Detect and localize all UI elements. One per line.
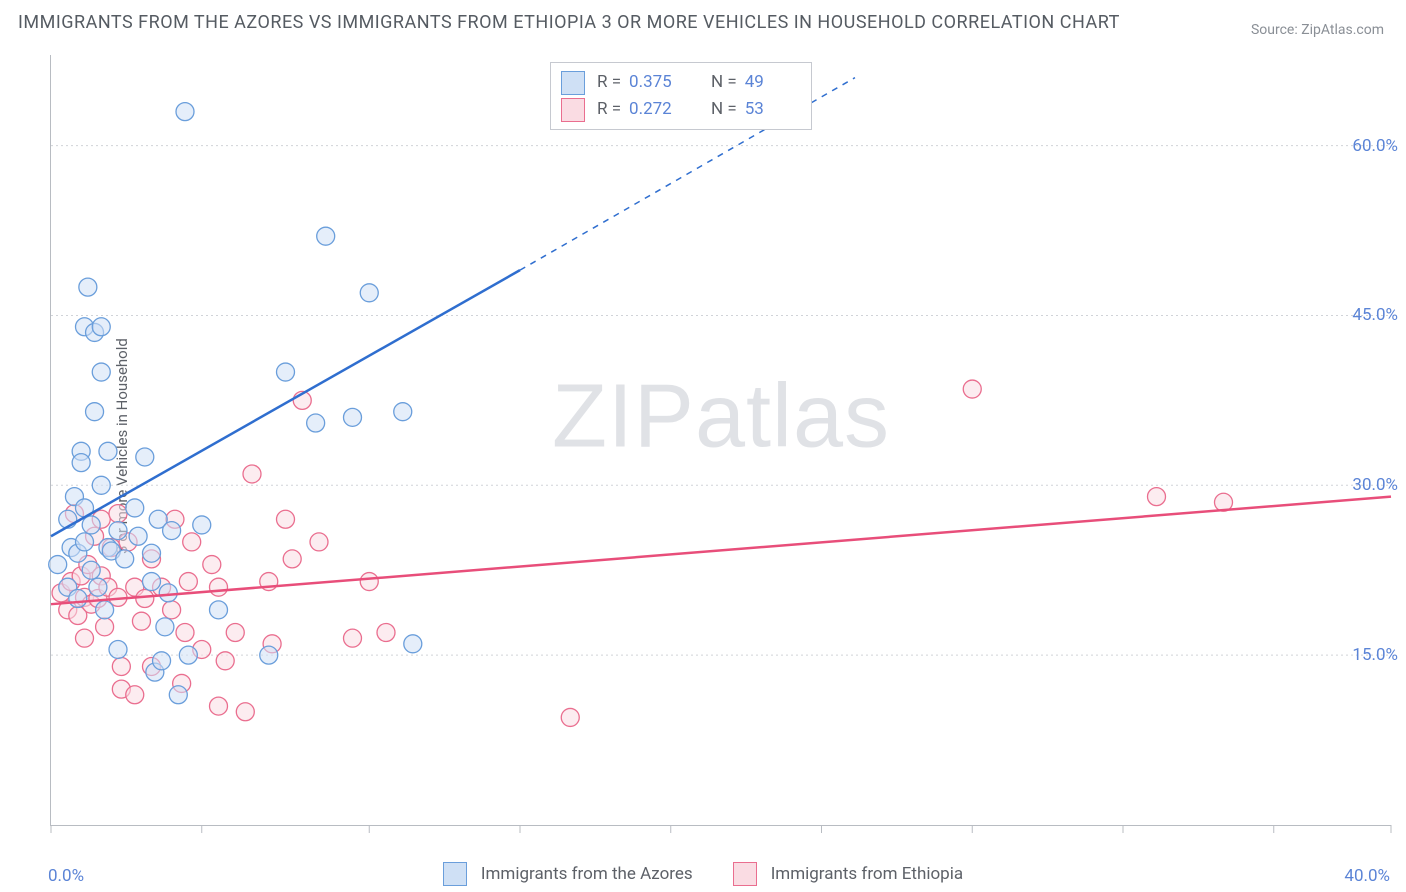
swatch-ethiopia bbox=[561, 98, 585, 122]
legend-label-azores: Immigrants from the Azores bbox=[481, 864, 693, 884]
legend-item-azores: Immigrants from the Azores bbox=[443, 862, 693, 886]
legend-stats: R = 0.375 N = 49 R = 0.272 N = 53 bbox=[550, 62, 812, 130]
n-value-ethiopia: 53 bbox=[745, 96, 799, 123]
chart-svg bbox=[51, 55, 1391, 825]
swatch-azores bbox=[561, 71, 585, 95]
x-tick-start: 0.0% bbox=[48, 866, 84, 886]
swatch-ethiopia bbox=[733, 862, 757, 886]
plot-area: ZIPatlas bbox=[50, 55, 1391, 826]
source-label: Source: ZipAtlas.com bbox=[1251, 22, 1384, 38]
chart-title: IMMIGRANTS FROM THE AZORES VS IMMIGRANTS… bbox=[18, 12, 1120, 33]
x-tick-end: 40.0% bbox=[1344, 866, 1390, 886]
r-label: R = bbox=[597, 96, 621, 123]
legend-label-ethiopia: Immigrants from Ethiopia bbox=[771, 864, 963, 884]
y-tick-label: 60.0% bbox=[1352, 136, 1398, 156]
legend-series: Immigrants from the Azores Immigrants fr… bbox=[0, 862, 1406, 886]
y-tick-label: 30.0% bbox=[1352, 475, 1398, 495]
n-value-azores: 49 bbox=[745, 69, 799, 96]
legend-stats-row-azores: R = 0.375 N = 49 bbox=[561, 69, 799, 96]
r-value-azores: 0.375 bbox=[629, 69, 683, 96]
n-label: N = bbox=[711, 69, 737, 96]
legend-stats-row-ethiopia: R = 0.272 N = 53 bbox=[561, 96, 799, 123]
r-label: R = bbox=[597, 69, 621, 96]
n-label: N = bbox=[711, 96, 737, 123]
r-value-ethiopia: 0.272 bbox=[629, 96, 683, 123]
y-tick-label: 45.0% bbox=[1352, 305, 1398, 325]
legend-item-ethiopia: Immigrants from Ethiopia bbox=[733, 862, 963, 886]
y-tick-label: 15.0% bbox=[1352, 645, 1398, 665]
swatch-azores bbox=[443, 862, 467, 886]
